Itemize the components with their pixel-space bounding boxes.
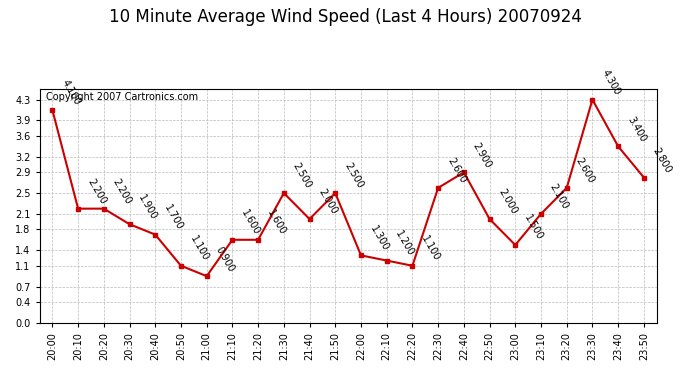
Text: 2.600: 2.600 [445, 156, 468, 185]
Text: 0.900: 0.900 [214, 244, 236, 273]
Text: 1.600: 1.600 [265, 208, 288, 237]
Text: 1.300: 1.300 [368, 224, 391, 253]
Text: 2.100: 2.100 [548, 182, 571, 211]
Text: 4.100: 4.100 [59, 78, 81, 107]
Text: 1.900: 1.900 [137, 193, 159, 222]
Text: 1.700: 1.700 [162, 203, 185, 232]
Text: 1.200: 1.200 [393, 229, 416, 258]
Text: 1.500: 1.500 [522, 213, 544, 242]
Text: 1.100: 1.100 [188, 234, 210, 263]
Text: 2.600: 2.600 [573, 156, 596, 185]
Text: 1.100: 1.100 [420, 234, 442, 263]
Text: Copyright 2007 Cartronics.com: Copyright 2007 Cartronics.com [46, 92, 198, 102]
Text: 1.600: 1.600 [239, 208, 262, 237]
Text: 2.200: 2.200 [111, 177, 133, 206]
Text: 2.200: 2.200 [85, 177, 108, 206]
Text: 2.800: 2.800 [651, 146, 673, 175]
Text: 2.000: 2.000 [317, 188, 339, 216]
Text: 4.300: 4.300 [600, 68, 622, 97]
Text: 3.400: 3.400 [625, 115, 647, 144]
Text: 10 Minute Average Wind Speed (Last 4 Hours) 20070924: 10 Minute Average Wind Speed (Last 4 Hou… [108, 8, 582, 26]
Text: 2.000: 2.000 [497, 188, 519, 216]
Text: 2.500: 2.500 [290, 161, 313, 190]
Text: 2.900: 2.900 [471, 141, 493, 170]
Text: 2.500: 2.500 [342, 161, 365, 190]
